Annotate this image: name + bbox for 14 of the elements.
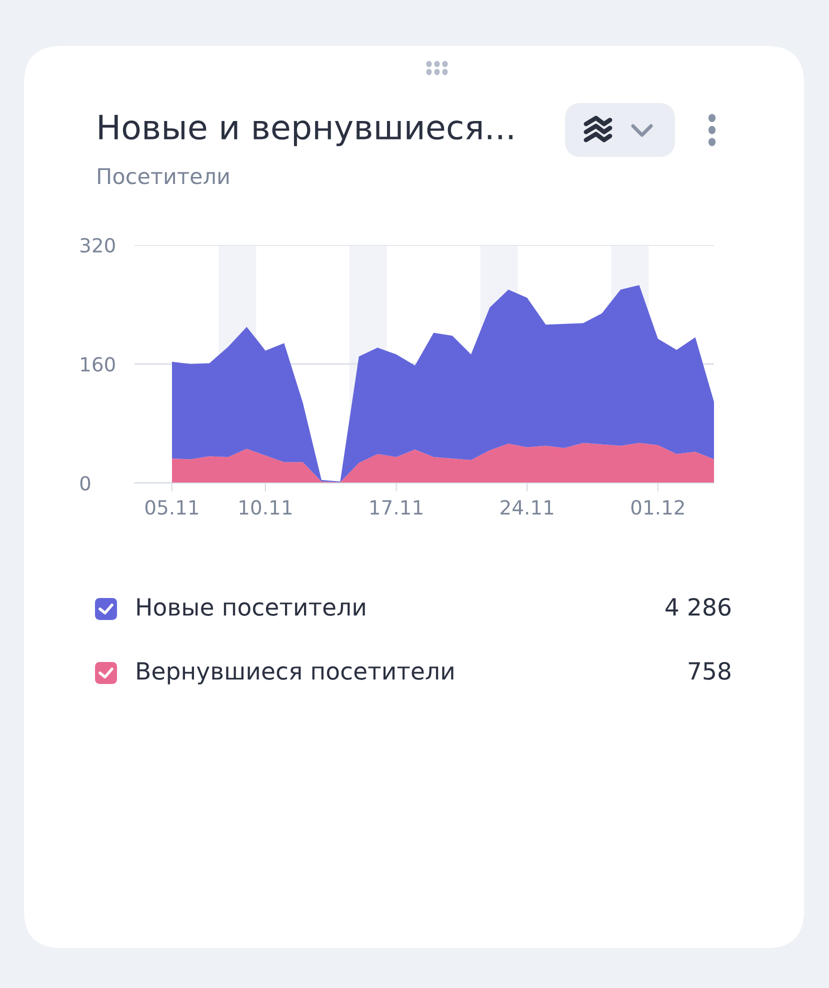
x-tick-label: 01.12 [631,500,684,515]
legend-label: Вернувшиеся посетители [137,662,454,684]
x-tick-label: 24.11 [500,500,554,514]
text: 758 [688,662,730,680]
legend-label: Новые посетители [137,598,365,616]
y-tick-label: 160 [81,356,115,372]
y-tick-label: 320 [80,238,115,253]
chart-title: Новые и вернувшиеся... [99,114,513,146]
y-tick-label: 0 [80,476,90,491]
text: 4 286 [666,598,731,616]
x-tick-label: 05.11 [145,500,198,515]
chart-subtitle: Посетители [98,168,229,184]
x-tick-label: 10.11 [240,500,292,515]
x-tick-label: 17.11 [370,500,422,514]
